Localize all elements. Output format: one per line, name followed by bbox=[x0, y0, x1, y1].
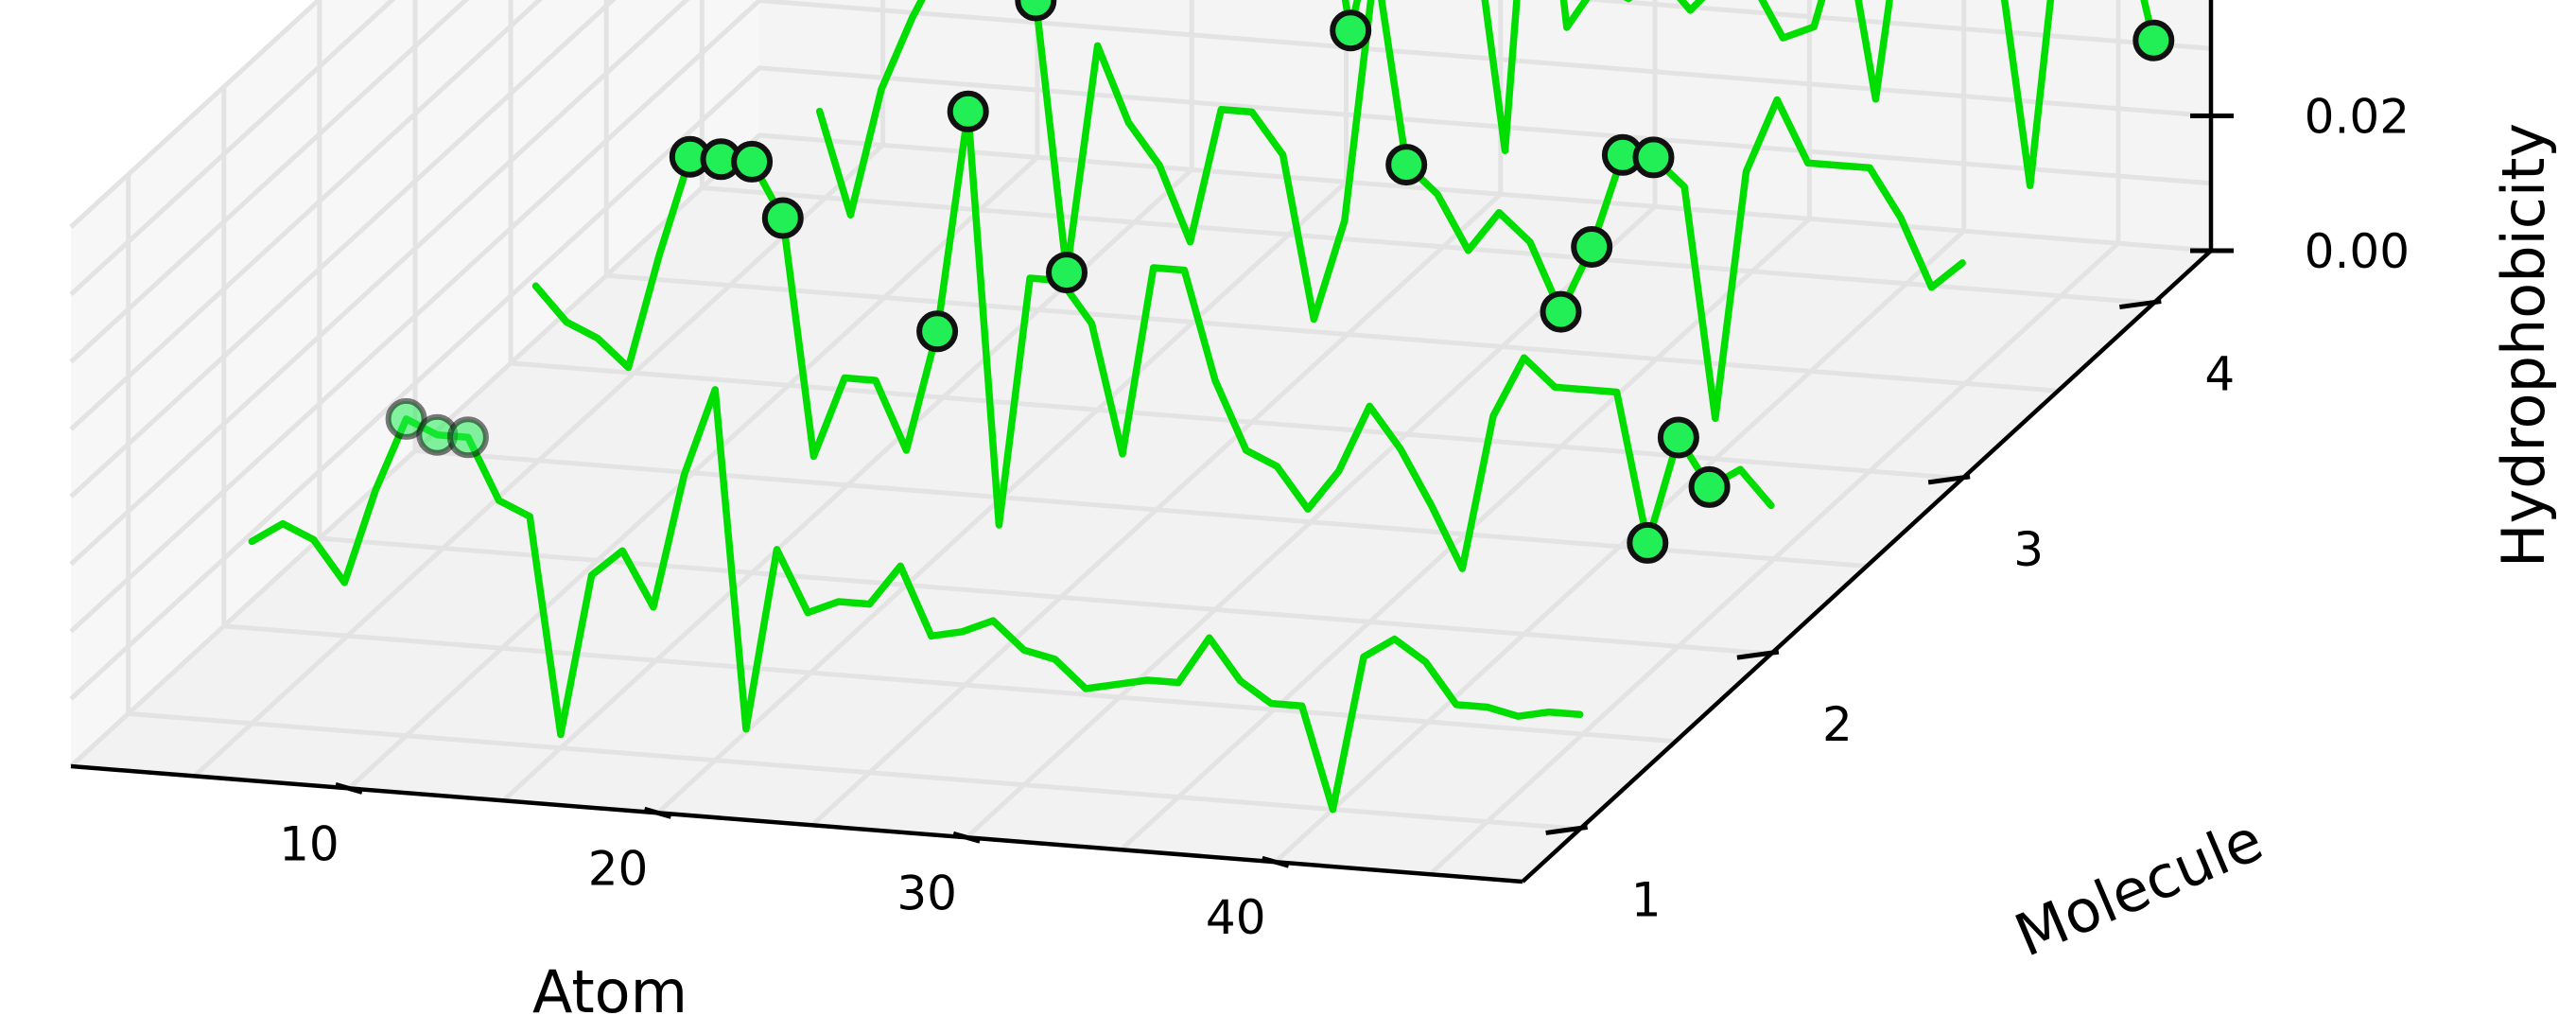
grid-line-z bbox=[69, 65, 2212, 701]
data-point-marker bbox=[1571, 226, 1613, 268]
grid-lines bbox=[69, 0, 2212, 877]
data-point-marker bbox=[1330, 9, 1372, 52]
data-point-marker bbox=[1632, 136, 1675, 179]
z-tick-label: 0.02 bbox=[2305, 90, 2410, 145]
series-markers-molecule-1 bbox=[385, 397, 489, 459]
data-point-marker bbox=[1385, 144, 1428, 186]
data-point-marker bbox=[1657, 416, 1699, 459]
data-point-marker bbox=[916, 310, 959, 353]
y-tick-label: 4 bbox=[2204, 347, 2235, 402]
y-tick-label: 1 bbox=[1631, 872, 1662, 927]
data-point-marker bbox=[1540, 290, 1582, 333]
y-axis-label: Molecule bbox=[2006, 805, 2272, 971]
x-tick bbox=[335, 781, 363, 795]
x-tick bbox=[643, 806, 672, 819]
data-series bbox=[248, 0, 2175, 814]
x-tick-label: 30 bbox=[896, 866, 957, 920]
x-tick bbox=[952, 831, 981, 844]
series-molecule-3 bbox=[815, 0, 1966, 423]
y-tick bbox=[1927, 474, 1971, 485]
data-point-marker bbox=[446, 416, 489, 459]
z-axis-label: Hydrophobicity bbox=[2489, 123, 2558, 568]
y-tick-label: 2 bbox=[1822, 697, 1853, 752]
data-point-marker bbox=[1015, 0, 1057, 22]
data-point-marker bbox=[1688, 465, 1731, 508]
x-tick-label: 40 bbox=[1206, 890, 1266, 945]
series-line bbox=[815, 0, 1966, 423]
grid-line-z bbox=[69, 0, 2212, 634]
y-tick bbox=[2118, 299, 2162, 310]
data-point-marker bbox=[2132, 19, 2175, 61]
x-axis-label: Atom bbox=[532, 957, 688, 1026]
x-tick-label: 10 bbox=[279, 816, 339, 871]
grid-line-z bbox=[69, 132, 2212, 768]
series-markers-molecule-2 bbox=[669, 90, 1731, 564]
z-tick-label: 0.00 bbox=[2305, 224, 2410, 279]
y-tick bbox=[1736, 649, 1780, 660]
y-tick-label: 3 bbox=[2013, 522, 2044, 577]
data-point-marker bbox=[761, 197, 804, 239]
z-tick-label: 0.04 bbox=[2305, 0, 2410, 9]
data-point-marker bbox=[1046, 252, 1088, 294]
y-tick bbox=[1545, 824, 1589, 835]
grid-line-z bbox=[69, 0, 617, 499]
grid-line-z bbox=[69, 0, 396, 297]
y-axis-line bbox=[1521, 249, 2213, 884]
data-point-marker bbox=[731, 140, 774, 183]
x-tick bbox=[1262, 855, 1290, 868]
grid-line-z bbox=[69, 0, 543, 431]
data-point-marker bbox=[1627, 521, 1669, 564]
data-point-marker bbox=[947, 90, 989, 132]
grid-line-z bbox=[69, 0, 322, 229]
series-markers-molecule-4 bbox=[1330, 9, 2175, 61]
grid-line-z bbox=[69, 0, 2212, 567]
grid-line-z bbox=[69, 0, 470, 364]
x-tick-label: 20 bbox=[588, 841, 649, 896]
series-markers-molecule-3 bbox=[1015, 0, 1675, 333]
